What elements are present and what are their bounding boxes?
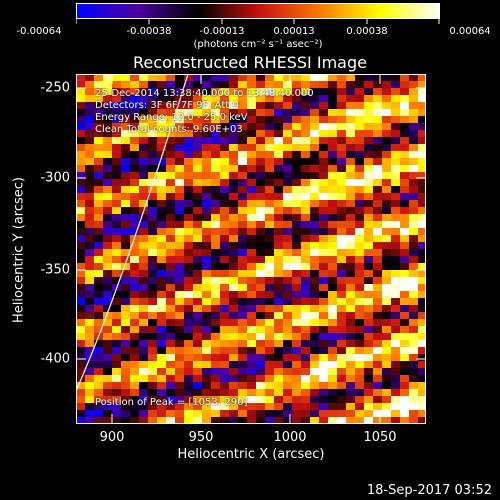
energy-range-text: Energy Range: 12.0 - 25.0 keV [95, 112, 248, 123]
y-axis-title: Heliocentric Y (arcsec) [11, 177, 27, 323]
y-tick-label: -400 [40, 351, 70, 367]
x-tick-label: 1000 [273, 430, 307, 445]
rhessi-image-plot [76, 74, 426, 424]
x-axis-title: Heliocentric X (arcsec) [177, 447, 325, 462]
plot-title: Reconstructed RHESSI Image [133, 53, 367, 72]
x-tick-label: 950 [188, 430, 214, 445]
colorbar-tick-label: 0.00013 [273, 26, 315, 37]
x-tick-label: 1050 [363, 430, 397, 445]
y-tick-label: -350 [40, 262, 70, 278]
plot-frame [76, 74, 426, 424]
colorbar [76, 3, 440, 19]
image-pixels [76, 74, 426, 424]
axis-ticks [76, 74, 426, 424]
peak-position-text: Position of Peak = [1053,-290] [95, 397, 248, 408]
colorbar-units: (photons cm⁻² s⁻¹ asec⁻²) [193, 39, 323, 50]
colorbar-ticks [76, 19, 440, 24]
colorbar-tick-label: 0.00038 [346, 26, 388, 37]
method-counts-text: Clean Total counts: 9.60E+03 [95, 124, 243, 135]
x-tick-label: 900 [99, 430, 125, 445]
y-tick-label: -300 [40, 170, 70, 186]
footer-timestamp: 18-Sep-2017 03:52 [366, 483, 492, 498]
solar-limb-line [76, 74, 189, 392]
colorbar-tick-label: -0.00038 [126, 26, 172, 37]
colorbar-tick-label: -0.00064 [16, 26, 62, 37]
time-range-text: 25-Dec-2014 13:38:40.000 to 13:48:40.000 [95, 88, 314, 99]
colorbar-tick-label: -0.00013 [199, 26, 245, 37]
detectors-text: Detectors: 3F 6F 7F 9F, Att 0 [95, 100, 239, 111]
y-tick-label: -250 [40, 80, 70, 96]
colorbar-tick-label: 0.00064 [449, 26, 491, 37]
